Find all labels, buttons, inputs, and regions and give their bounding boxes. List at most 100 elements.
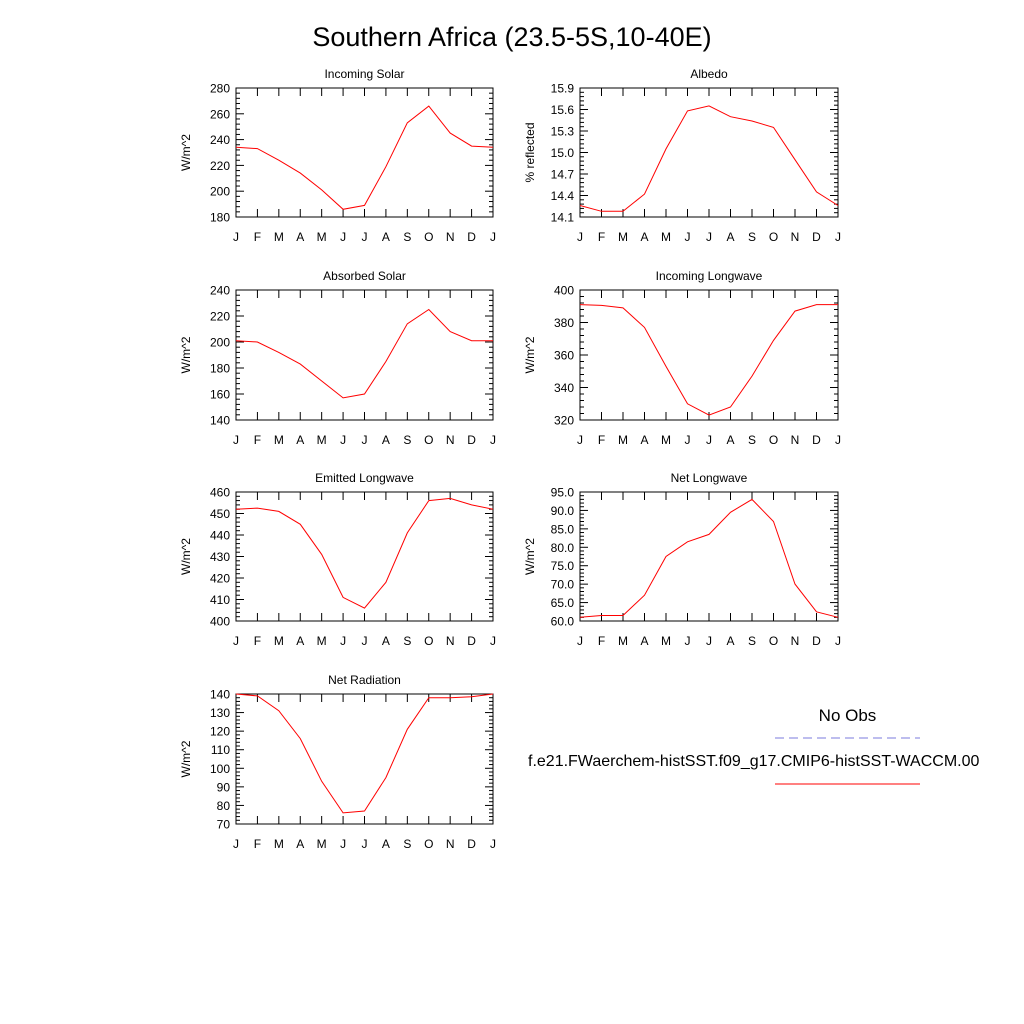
net-radiation-ytick-label: 90 xyxy=(217,780,231,794)
incoming-longwave-series-line xyxy=(579,304,838,416)
net-radiation-xtick-label: M xyxy=(274,837,284,851)
net-longwave-xtick-label: J xyxy=(835,634,841,648)
albedo-ytick-label: 15.0 xyxy=(551,146,575,160)
incoming-longwave-ytick-label: 340 xyxy=(554,381,574,395)
absorbed-solar-ytick-label: 200 xyxy=(210,336,230,350)
albedo-ylabel: % reflected xyxy=(523,122,537,182)
albedo-xtick-label: M xyxy=(661,230,671,244)
albedo-xtick-label: F xyxy=(598,230,605,244)
incoming-longwave-title: Incoming Longwave xyxy=(656,269,763,283)
absorbed-solar-xtick-label: D xyxy=(467,433,476,447)
incoming-solar-xtick-label: M xyxy=(274,230,284,244)
emitted-longwave-xtick-label: A xyxy=(382,634,390,648)
incoming-longwave-xtick-label: S xyxy=(748,433,756,447)
net-radiation-xtick-label: J xyxy=(340,837,346,851)
incoming-longwave-xtick-label: M xyxy=(618,433,628,447)
absorbed-solar-frame xyxy=(235,289,494,421)
net-longwave-ytick-label: 85.0 xyxy=(551,522,575,536)
net-longwave-xtick-label: M xyxy=(618,634,628,648)
incoming-longwave-xtick-label: N xyxy=(791,433,800,447)
incoming-longwave-xtick-label: J xyxy=(835,433,841,447)
net-radiation-xtick-label: A xyxy=(382,837,390,851)
absorbed-solar-xtick-label: A xyxy=(382,433,390,447)
net-radiation-xtick-label: J xyxy=(362,837,368,851)
absorbed-solar-xtick-label: J xyxy=(362,433,368,447)
net-longwave-xtick-label: J xyxy=(577,634,583,648)
incoming-longwave-ytick-label: 380 xyxy=(554,316,574,330)
incoming-solar-xtick-label: N xyxy=(446,230,455,244)
incoming-solar-xtick-label: M xyxy=(317,230,327,244)
legend-obs-label: No Obs xyxy=(818,706,877,725)
absorbed-solar-xtick-label: J xyxy=(233,433,239,447)
emitted-longwave-xtick-label: O xyxy=(424,634,433,648)
net-longwave-xtick-label: F xyxy=(598,634,605,648)
incoming-solar-xtick-label: F xyxy=(254,230,261,244)
incoming-solar-xtick-label: S xyxy=(403,230,411,244)
incoming-longwave-xtick-label: O xyxy=(769,433,778,447)
emitted-longwave-xtick-label: J xyxy=(362,634,368,648)
emitted-longwave-ytick-label: 410 xyxy=(210,593,230,607)
incoming-solar-xtick-label: O xyxy=(424,230,433,244)
net-radiation-xtick-label: F xyxy=(254,837,261,851)
emitted-longwave-xtick-label: F xyxy=(254,634,261,648)
incoming-solar-frame xyxy=(235,87,494,218)
incoming-longwave-ytick-label: 400 xyxy=(554,284,574,298)
emitted-longwave-ytick-label: 460 xyxy=(210,486,230,500)
net-radiation-xtick-label: J xyxy=(490,837,496,851)
incoming-longwave-ytick-label: 320 xyxy=(554,414,574,428)
absorbed-solar-ytick-label: 240 xyxy=(210,284,230,298)
absorbed-solar-ylabel: W/m^2 xyxy=(179,336,193,373)
emitted-longwave-series-line xyxy=(235,497,494,609)
albedo-ytick-label: 15.6 xyxy=(551,103,575,117)
absorbed-solar-ytick-label: 180 xyxy=(210,362,230,376)
net-radiation-ytick-label: 140 xyxy=(210,688,230,702)
absorbed-solar-title: Absorbed Solar xyxy=(323,269,406,283)
net-longwave-xtick-label: J xyxy=(685,634,691,648)
albedo-xtick-label: N xyxy=(791,230,800,244)
incoming-solar-xtick-label: J xyxy=(490,230,496,244)
emitted-longwave-xtick-label: J xyxy=(233,634,239,648)
panel-net-longwave: Net Longwave W/m^2 60.0 65.0 70.0 75.0 80.0 85.… xyxy=(523,471,841,648)
net-radiation-xtick-label: S xyxy=(403,837,411,851)
net-longwave-xtick-label: O xyxy=(769,634,778,648)
albedo-ytick-label: 14.1 xyxy=(551,211,575,225)
emitted-longwave-xtick-label: J xyxy=(490,634,496,648)
emitted-longwave-ytick-label: 400 xyxy=(210,615,230,629)
incoming-longwave-xtick-label: M xyxy=(661,433,671,447)
absorbed-solar-xtick-label: M xyxy=(274,433,284,447)
incoming-longwave-ytick-label: 360 xyxy=(554,349,574,363)
net-radiation-xtick-label: A xyxy=(296,837,304,851)
net-radiation-title: Net Radiation xyxy=(328,673,401,687)
albedo-xtick-label: M xyxy=(618,230,628,244)
incoming-longwave-xtick-label: J xyxy=(577,433,583,447)
net-longwave-xtick-label: D xyxy=(812,634,821,648)
net-longwave-ytick-label: 70.0 xyxy=(551,578,575,592)
emitted-longwave-xtick-label: M xyxy=(274,634,284,648)
albedo-xtick-label: J xyxy=(835,230,841,244)
incoming-solar-ytick-label: 260 xyxy=(210,107,230,121)
net-longwave-ytick-label: 75.0 xyxy=(551,559,575,573)
net-radiation-xtick-label: D xyxy=(467,837,476,851)
absorbed-solar-ytick-label: 220 xyxy=(210,310,230,324)
emitted-longwave-frame xyxy=(235,491,494,622)
albedo-ytick-label: 15.9 xyxy=(551,82,575,96)
net-longwave-ytick-label: 60.0 xyxy=(551,615,575,629)
absorbed-solar-xtick-label: A xyxy=(296,433,304,447)
absorbed-solar-ytick-label: 140 xyxy=(210,414,230,428)
albedo-xtick-label: J xyxy=(577,230,583,244)
albedo-xtick-label: D xyxy=(812,230,821,244)
albedo-xtick-label: J xyxy=(685,230,691,244)
incoming-solar-ytick-label: 220 xyxy=(210,159,230,173)
incoming-solar-xtick-label: J xyxy=(340,230,346,244)
panel-emitted-longwave: Emitted Longwave W/m^2 400 410 420 430 440 450 4… xyxy=(179,471,496,648)
panel-albedo: Albedo % reflected 14.1 14.4 14.7 15.0 15.3 15.… xyxy=(523,67,841,244)
net-longwave-ytick-label: 95.0 xyxy=(551,486,575,500)
net-longwave-xtick-label: N xyxy=(791,634,800,648)
net-longwave-xtick-label: J xyxy=(706,634,712,648)
net-radiation-xtick-label: M xyxy=(317,837,327,851)
net-radiation-frame xyxy=(235,693,494,825)
net-longwave-title: Net Longwave xyxy=(671,471,748,485)
